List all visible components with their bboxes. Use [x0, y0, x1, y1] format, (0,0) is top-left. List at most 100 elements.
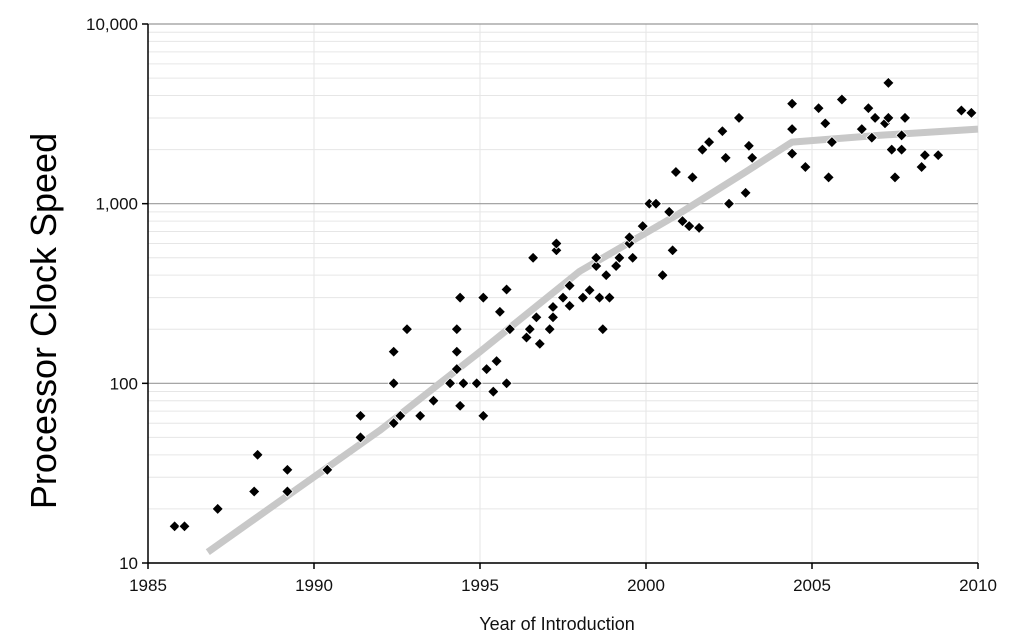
data-point [546, 300, 560, 314]
data-point [590, 259, 603, 273]
data-point [669, 165, 682, 179]
data-point [825, 136, 838, 149]
data-point [882, 76, 895, 89]
data-point [281, 485, 294, 498]
data-point [786, 97, 799, 110]
data-point [576, 291, 589, 304]
data-point [281, 463, 294, 476]
data-point [354, 409, 367, 422]
data-point [716, 125, 729, 138]
data-point [387, 377, 400, 390]
data-point [932, 149, 945, 162]
data-point [450, 345, 463, 358]
data-point [530, 311, 543, 324]
data-point [543, 323, 556, 336]
y-tick-label: 100 [110, 374, 138, 393]
data-point [178, 520, 191, 533]
data-point [596, 323, 609, 336]
data-point [855, 123, 868, 136]
data-point [550, 237, 563, 250]
data-point [693, 221, 706, 234]
data-point [248, 485, 261, 498]
data-point [965, 106, 978, 119]
points-layer [168, 76, 978, 533]
data-point [168, 520, 181, 533]
data-point [623, 231, 636, 244]
data-point [387, 417, 400, 430]
data-point [533, 337, 546, 350]
data-point [898, 111, 912, 124]
x-tick-label: 1990 [295, 576, 333, 595]
data-point [500, 377, 513, 390]
data-point [321, 463, 334, 476]
data-point [955, 104, 968, 117]
data-point [603, 291, 616, 304]
data-point [563, 299, 576, 312]
data-point [387, 345, 400, 358]
data-point [520, 331, 533, 344]
data-point [819, 117, 832, 130]
data-point [686, 171, 699, 184]
data-point [477, 409, 490, 422]
data-point [470, 377, 483, 390]
y-tick-labels: 10 100 1,000 10,000 [86, 15, 138, 573]
data-point [450, 323, 463, 336]
data-point [812, 102, 825, 115]
data-point [563, 279, 576, 292]
data-point [527, 251, 540, 264]
x-tick-label: 1995 [461, 576, 499, 595]
data-point [888, 171, 902, 184]
x-tick-label: 1985 [129, 576, 167, 595]
data-point [636, 220, 649, 233]
data-point [490, 355, 503, 368]
data-point [550, 244, 563, 257]
data-point [500, 283, 513, 296]
data-point [480, 363, 493, 376]
data-point [503, 323, 516, 336]
data-point [918, 149, 931, 162]
data-point [354, 431, 367, 444]
data-point [400, 323, 414, 336]
data-point [450, 363, 463, 376]
data-point [746, 151, 759, 164]
data-point [487, 385, 500, 398]
data-point [835, 93, 848, 106]
y-tick-label: 1,000 [95, 195, 138, 214]
data-point [427, 394, 440, 407]
data-point [414, 409, 427, 422]
data-point [477, 291, 490, 304]
data-point [590, 251, 603, 264]
data-point [457, 377, 470, 390]
data-point [600, 269, 613, 282]
data-point [523, 323, 536, 336]
data-point [862, 102, 875, 115]
data-point [696, 143, 709, 156]
data-point [865, 131, 878, 144]
data-point [556, 291, 570, 304]
data-point [454, 399, 467, 412]
data-point [822, 171, 835, 184]
trend-line-layer [205, 125, 979, 555]
data-point [786, 147, 799, 160]
data-point [583, 284, 596, 297]
data-point [454, 291, 467, 304]
data-point [649, 197, 663, 210]
data-point [613, 251, 626, 264]
data-point [663, 205, 676, 218]
x-tick-labels: 1985 1990 1995 2000 2005 2010 [129, 576, 997, 595]
data-point [251, 448, 264, 461]
data-point [915, 160, 928, 174]
data-point [799, 160, 812, 174]
data-point [546, 311, 560, 324]
data-point [719, 151, 732, 164]
data-point [394, 409, 407, 422]
x-tick-label: 2005 [793, 576, 831, 595]
trend-line [205, 125, 979, 555]
data-point [722, 197, 736, 210]
data-point [882, 111, 895, 124]
data-point [895, 129, 908, 142]
data-point [676, 215, 689, 228]
data-point [683, 220, 696, 233]
data-point [742, 139, 755, 152]
data-point [626, 251, 639, 264]
